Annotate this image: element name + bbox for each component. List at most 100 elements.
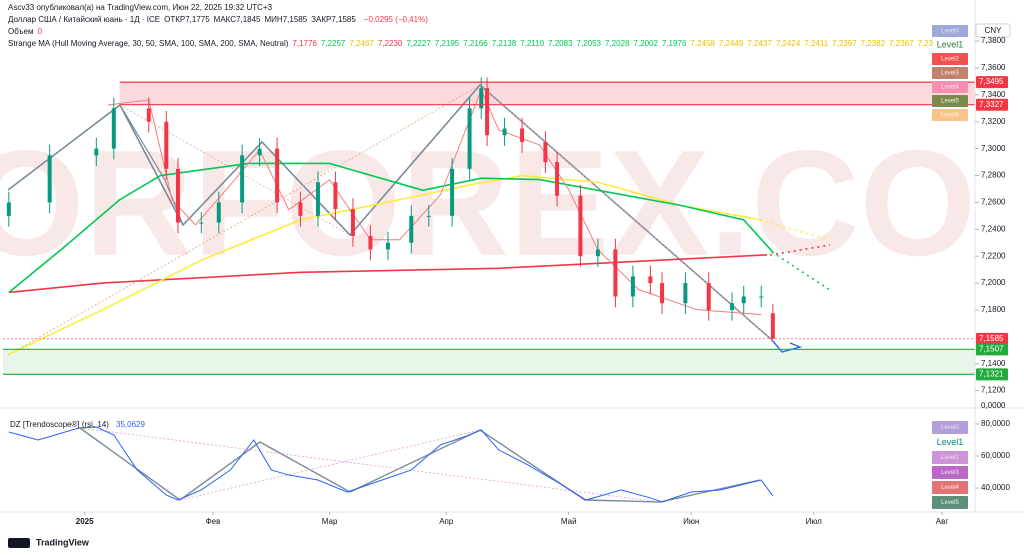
level-legend-box [932,481,968,494]
symbol: Доллар США / Китайский юань · 1Д · ICE [8,15,161,24]
currency: CNY [985,26,1003,35]
moving-average [8,174,762,356]
trend-dotted [7,84,481,356]
level-legend-label: Level1 [937,437,964,447]
level-legend-box [932,436,968,449]
level-legend-label: Level3 [941,470,959,476]
candle-body [759,296,764,298]
rsi-dotted [79,427,661,503]
level-legend-label: Level5 [941,500,959,506]
y-tick-label: 7,2400 [981,224,1006,233]
indicator-value: 7,2138 [491,39,517,48]
candle-body [368,236,373,250]
trend-dotted [119,104,351,236]
level-legend-label: Level3 [941,71,959,77]
level-label-bg [976,368,1008,381]
zone [119,82,975,105]
indicator-value: 7,2110 [520,39,545,48]
indicator-line: Strange MA (Hull Moving Average, 30, 50,… [8,39,933,49]
level-legend-label: Level2 [941,455,959,461]
candle-body [467,108,472,169]
level-legend-box [932,421,968,434]
y-tick-label: 7,1800 [981,305,1006,314]
candle-body [298,202,303,216]
level-legend-box [932,67,968,79]
candle-body [94,148,99,156]
indicator-value: 7,2397 [832,39,857,48]
indicator-value: 7,2230 [377,39,403,48]
volume-value: 0 [37,27,42,36]
level-legend-box [932,496,968,509]
indicator-value: 7,2458 [690,39,715,48]
candle-body [146,108,151,122]
level-legend-label: Level1 [937,39,964,49]
level-legend-box [932,81,968,93]
candle-body [683,283,688,304]
level-legend-box [932,95,968,107]
level-legend-label: Level4 [941,85,959,91]
indicator-value: 7,2083 [548,39,573,48]
indicator-value: 7,2053 [576,39,601,48]
level-label-bg [976,76,1008,89]
level-legend-box [932,53,968,65]
candle-body [555,162,560,196]
ohlc-value: ЗАКР7,1585 [311,15,356,24]
candle-body [613,249,618,297]
candle-body [275,148,280,203]
y-tick-label: 7,2200 [981,251,1006,260]
publisher: Ascv33 опубликовал(а) на TradingView.com… [8,3,273,12]
volume-tick-label: 0,0000 [981,401,1006,410]
level-legend-label: Level4 [941,485,959,491]
candle-body [450,168,455,216]
candle-body [409,215,414,243]
level-legend-label: Level6 [941,113,959,119]
level-label: 7,3495 [979,77,1004,86]
candle-body [648,276,653,284]
indicator-value: 7,2424 [775,39,801,48]
trend-dotted [479,84,773,341]
indicator-value: 7,2195 [434,39,460,48]
moving-average [8,254,768,294]
y-tick-label: 7,3600 [981,63,1006,72]
logo-icon [8,538,30,548]
candle-body [706,283,711,310]
indicator-value: 7,2002 [633,39,658,48]
rsi-line [8,426,774,503]
y-tick-label: 80,0000 [981,419,1010,428]
candle-body [595,249,600,257]
volume-line: Объем 0 [8,27,46,37]
currency-box [975,23,1011,38]
candle-body [741,296,746,304]
level-legend-box [932,25,968,37]
moving-average [8,162,774,294]
indicator-value: 7,2449 [718,39,744,48]
level-legend-box [932,451,968,464]
level-legend-label: Level5 [941,99,959,105]
rsi-dotted [179,429,481,501]
ohlc-value: ОТКР7,1775 [164,15,210,24]
ohlc: ОТКР7,1775 МАКС7,1845 МИН7,1585 ЗАКР7,1585 [164,15,360,24]
rsi-title: DZ [Trendoscope®] (rsi, 14) [10,420,109,429]
y-tick-label: 7,1400 [981,359,1006,368]
zone [3,349,975,375]
level-label: 7,1585 [979,334,1004,343]
candle-body [111,108,116,149]
y-tick-label: 7,2800 [981,171,1006,180]
y-tick-label: 7,2000 [981,278,1006,287]
level-label-bg [976,332,1008,345]
footer-logo: TradingView [36,537,90,547]
indicator-value: 7,2437 [747,39,772,48]
candle-body [164,121,169,169]
candle-body [630,276,635,297]
candle-body [543,141,548,163]
level-label: 7,1507 [979,344,1004,353]
x-tick-label: 2025 [76,517,94,526]
ohlc-value: МИН7,1585 [264,15,308,24]
candle-body [578,195,583,257]
price-axis-bg [975,0,1024,555]
candle-body [257,148,262,156]
y-tick-label: 7,3400 [981,90,1006,99]
x-tick-label: Июн [683,517,699,526]
y-tick-label: 7,3000 [981,144,1006,153]
x-tick-label: Апр [439,517,454,526]
